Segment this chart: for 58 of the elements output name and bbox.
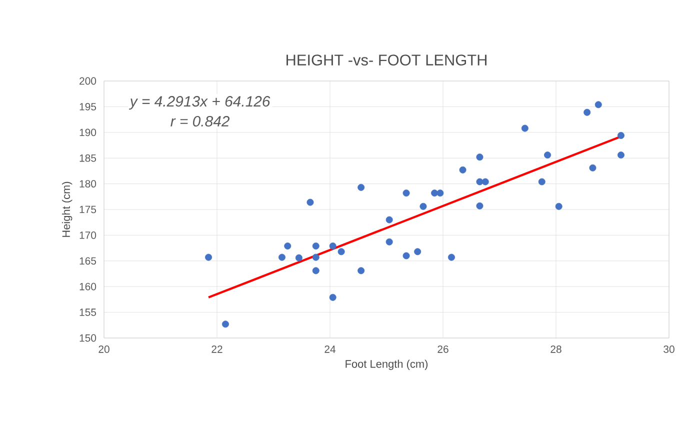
point (222, 320, 229, 328)
point (594, 101, 602, 108)
y-tick-label: 180 (80, 180, 96, 188)
point (312, 242, 320, 250)
point (459, 166, 466, 174)
point (617, 132, 624, 139)
point (358, 267, 365, 274)
y-tick-label: 155 (80, 308, 96, 316)
point (476, 154, 484, 161)
point (386, 238, 393, 246)
x-tick-label: 30 (664, 346, 674, 353)
x-tick-label: 28 (550, 346, 562, 353)
point (420, 202, 427, 210)
y-tick-label: 160 (80, 282, 96, 290)
y-tick-label: 185 (80, 154, 96, 162)
point (555, 202, 562, 210)
point (306, 198, 314, 206)
point (329, 294, 336, 301)
point (538, 178, 546, 186)
point (544, 152, 552, 159)
annotation: r = 0.842 (170, 116, 230, 127)
point (312, 254, 320, 261)
point (338, 248, 345, 256)
point (402, 190, 410, 197)
y-tick-label: 150 (80, 334, 96, 342)
point (284, 242, 292, 250)
y-tick-label: 175 (80, 206, 96, 214)
point (448, 254, 455, 261)
point (436, 190, 444, 197)
point (617, 152, 624, 159)
point (414, 248, 422, 256)
point (589, 164, 596, 172)
point (476, 178, 484, 186)
annotation: y = 4.2913x + 64.126 (128, 96, 270, 110)
x-tick-label: 24 (324, 346, 336, 353)
point (278, 254, 286, 261)
x-tick-label: 20 (98, 346, 110, 353)
x-tick-label: 22 (212, 346, 222, 353)
point (358, 184, 365, 191)
y-axis-title: Height (cm) (62, 182, 72, 237)
y-tick-label: 165 (80, 257, 96, 265)
chart-title: HEIGHT -vs- FOOT LENGTH (286, 54, 486, 66)
point (584, 108, 591, 116)
point (402, 252, 410, 260)
point (521, 124, 528, 132)
point (295, 254, 302, 262)
y-tick-label: 190 (80, 128, 96, 136)
x-tick-label: 26 (438, 346, 448, 353)
y-tick-label: 200 (80, 77, 96, 85)
point (482, 178, 489, 186)
point (205, 254, 212, 261)
point (329, 242, 336, 250)
y-tick-label: 170 (80, 232, 96, 239)
point (476, 202, 484, 210)
point (386, 216, 393, 224)
x-axis-title: Foot Length (cm) (346, 360, 428, 370)
point (312, 267, 320, 274)
y-tick-label: 195 (80, 103, 96, 110)
